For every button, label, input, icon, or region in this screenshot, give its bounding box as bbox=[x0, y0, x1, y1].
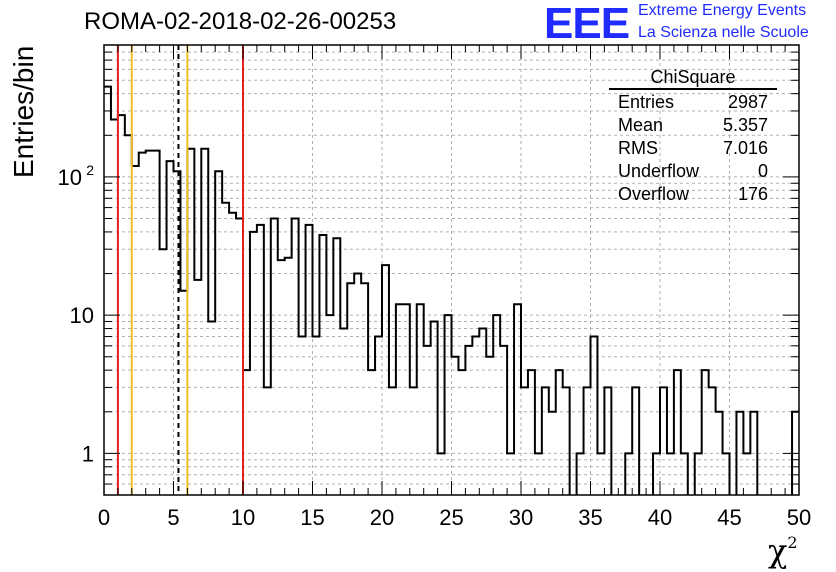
histogram-bin bbox=[528, 370, 535, 495]
histogram-bin bbox=[146, 151, 153, 495]
histogram-bin bbox=[709, 387, 716, 495]
histogram-bin bbox=[333, 238, 340, 495]
y-tick-label: 1 bbox=[82, 441, 94, 466]
stats-label: Underflow bbox=[618, 161, 700, 181]
histogram-bin bbox=[111, 120, 118, 495]
x-tick-label: 35 bbox=[578, 505, 602, 530]
histogram-bin bbox=[208, 321, 215, 495]
histogram-bin bbox=[389, 387, 396, 495]
stats-label: RMS bbox=[618, 138, 658, 158]
y-tick-label-exponent: 2 bbox=[86, 162, 94, 178]
histogram-bin bbox=[354, 274, 361, 495]
histogram-bin bbox=[827, 453, 834, 495]
histogram-bars bbox=[104, 85, 834, 495]
stats-value: 0 bbox=[757, 161, 768, 181]
histogram-bin bbox=[132, 166, 139, 495]
histogram-bin bbox=[118, 115, 125, 495]
x-tick-label: 5 bbox=[167, 505, 179, 530]
histogram-bin bbox=[674, 370, 681, 495]
stats-label: Overflow bbox=[618, 184, 690, 204]
histogram-bin bbox=[493, 315, 500, 495]
histogram-bin bbox=[472, 337, 479, 495]
x-axis-label-symbol: χ bbox=[768, 532, 788, 570]
histogram-bin bbox=[104, 87, 111, 495]
histogram-bin bbox=[306, 225, 313, 495]
y-tick-label: 10 bbox=[70, 303, 94, 328]
histogram-bin bbox=[604, 387, 611, 495]
histogram-bin bbox=[139, 153, 146, 495]
stats-value: 7.016 bbox=[722, 138, 768, 158]
histogram-bin bbox=[299, 337, 306, 495]
histogram-bin bbox=[313, 337, 320, 495]
histogram-bin bbox=[458, 370, 465, 495]
x-tick-label: 25 bbox=[439, 505, 463, 530]
histogram-bin bbox=[243, 370, 250, 495]
histogram-bin bbox=[368, 370, 375, 495]
histogram-bin bbox=[257, 225, 264, 495]
histogram-outline bbox=[104, 85, 799, 495]
logo-subtitle-2: La Scienza nelle Scuole bbox=[638, 24, 809, 41]
histogram-bin bbox=[542, 387, 549, 495]
x-tick-label: 50 bbox=[787, 505, 811, 530]
histogram-bin bbox=[563, 387, 570, 495]
histogram-bin bbox=[375, 337, 382, 495]
x-tick-label: 40 bbox=[648, 505, 672, 530]
histogram-bin bbox=[591, 337, 598, 495]
y-tick-label: 10 bbox=[58, 165, 82, 190]
histogram-bin bbox=[264, 387, 271, 495]
histogram-bin bbox=[153, 151, 160, 495]
plot-title: ROMA-02-2018-02-26-00253 bbox=[84, 8, 397, 35]
x-tick-label: 20 bbox=[370, 505, 394, 530]
histogram-bin bbox=[215, 171, 222, 495]
histogram-bin bbox=[431, 321, 438, 495]
histogram-bin bbox=[410, 387, 417, 495]
histogram-bin bbox=[584, 387, 591, 495]
stats-title: ChiSquare bbox=[609, 66, 777, 90]
histogram-bin bbox=[465, 346, 472, 495]
x-tick-label: 10 bbox=[231, 505, 255, 530]
histogram-bin bbox=[326, 315, 333, 495]
stats-value: 176 bbox=[737, 184, 768, 204]
stats-box: ChiSquare Entries 2987 Mean 5.357 RMS 7.016… bbox=[609, 66, 777, 205]
histogram-bin bbox=[222, 203, 229, 495]
stats-row: Mean 5.357 bbox=[609, 113, 777, 136]
histogram-bin bbox=[702, 370, 709, 495]
histogram-bin bbox=[452, 357, 459, 495]
histogram-bin bbox=[445, 315, 452, 495]
stats-label: Entries bbox=[618, 92, 675, 112]
histogram-bin bbox=[500, 346, 507, 495]
histogram-bin bbox=[660, 387, 667, 495]
histogram-bin bbox=[424, 346, 431, 495]
histogram-bin bbox=[632, 387, 639, 495]
x-tick-label: 15 bbox=[300, 505, 324, 530]
grid-lines bbox=[104, 44, 799, 496]
x-axis-label: χ2 bbox=[768, 532, 798, 570]
histogram-bin bbox=[382, 265, 389, 495]
x-tick-label: 45 bbox=[717, 505, 741, 530]
histogram-bin bbox=[486, 357, 493, 495]
histogram-bin bbox=[799, 412, 806, 495]
stats-label: Mean bbox=[618, 115, 664, 135]
stats-value: 2987 bbox=[727, 92, 768, 112]
stats-row: RMS 7.016 bbox=[609, 136, 777, 159]
stats-row: Entries 2987 bbox=[609, 90, 777, 113]
stats-value: 5.357 bbox=[722, 115, 768, 135]
x-axis-label-superscript: 2 bbox=[787, 533, 798, 552]
stats-row: Overflow 176 bbox=[609, 182, 777, 205]
eee-logo: EEE bbox=[544, 0, 630, 48]
y-axis-label: Entries/bin bbox=[8, 45, 39, 178]
x-tick-label: 0 bbox=[98, 505, 110, 530]
histogram-bin bbox=[556, 370, 563, 495]
histogram-bin bbox=[250, 232, 257, 495]
histogram-bin bbox=[521, 387, 528, 495]
logo-subtitle-1: Extreme Energy Events bbox=[638, 2, 807, 19]
histogram-bin bbox=[820, 412, 827, 495]
x-tick-label: 30 bbox=[509, 505, 533, 530]
stats-row: Underflow 0 bbox=[609, 159, 777, 182]
histogram-bin bbox=[229, 213, 236, 495]
reference-lines bbox=[116, 45, 244, 495]
histogram-bin bbox=[160, 249, 167, 495]
